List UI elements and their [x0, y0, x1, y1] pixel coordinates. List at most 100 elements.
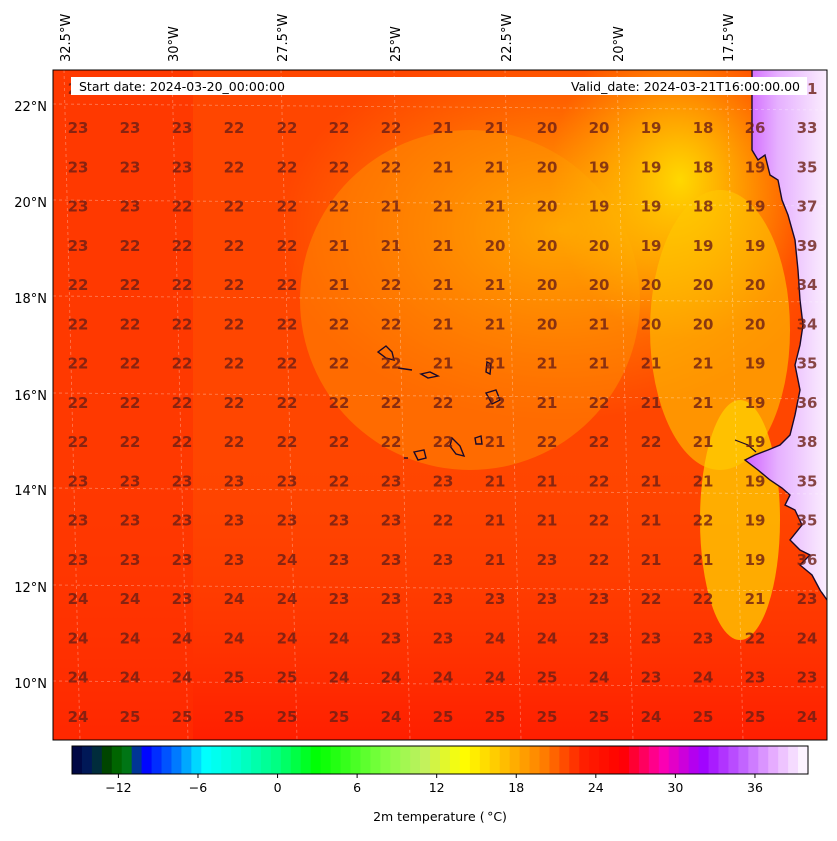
value-label: 22 — [224, 237, 245, 255]
value-label: 19 — [745, 355, 766, 373]
value-label: 22 — [329, 433, 350, 451]
colorbar-swatch — [360, 746, 371, 774]
value-label: 21 — [641, 512, 662, 530]
start-date-label: Start date: 2024-03-20_00:00:00 — [79, 79, 285, 94]
colorbar-swatch — [310, 746, 322, 774]
value-label: 35 — [797, 355, 818, 373]
meridian-line — [616, 70, 634, 740]
value-label: 19 — [641, 119, 662, 137]
colorbar-swatch — [270, 746, 282, 774]
value-label: 22 — [277, 433, 298, 451]
value-label: 22 — [329, 472, 350, 490]
value-label: 19 — [641, 158, 662, 176]
value-label: 34 — [797, 276, 818, 294]
colorbar-swatch — [350, 746, 362, 774]
value-label: 24 — [485, 629, 506, 647]
value-label: 22 — [172, 394, 193, 412]
value-label: 21 — [693, 355, 714, 373]
latitude-labels: 22°N 20°N 18°N 16°N 14°N 12°N 10°N — [14, 100, 47, 692]
value-label: 22 — [693, 512, 714, 530]
value-label: 22 — [641, 433, 662, 451]
colorbar-swatch — [489, 746, 501, 774]
value-label: 23 — [120, 512, 141, 530]
value-label: 22 — [172, 198, 193, 216]
colorbar: −12 −6 0 6 12 18 24 30 36 2m temperature ( °C) — [71, 745, 809, 824]
colorbar-swatch — [191, 746, 202, 774]
value-label: 23 — [277, 512, 298, 530]
latitude-label: 22°N — [14, 100, 47, 115]
value-label: 21 — [485, 355, 506, 373]
value-label: 22 — [381, 394, 402, 412]
value-label: 21 — [485, 512, 506, 530]
value-label: 37 — [797, 198, 818, 216]
value-label: 19 — [693, 237, 714, 255]
colorbar-swatch — [141, 746, 153, 774]
value-label: 22 — [381, 315, 402, 333]
value-label: 24 — [68, 669, 89, 687]
value-label: 21 — [433, 315, 454, 333]
value-label: 22 — [172, 237, 193, 255]
value-label: 25 — [537, 669, 558, 687]
value-label: 21 — [641, 472, 662, 490]
colorbar-label: 2m temperature ( °C) — [373, 809, 507, 824]
value-label: 22 — [433, 394, 454, 412]
colorbar-tick-label: 6 — [353, 780, 361, 795]
colorbar-swatch — [221, 746, 232, 774]
colorbar-swatch — [131, 746, 143, 774]
island-fogo — [412, 449, 427, 461]
colorbar-swatch — [609, 746, 620, 774]
value-label: 19 — [589, 198, 610, 216]
colorbar-swatch — [569, 746, 580, 774]
value-label: 22 — [329, 119, 350, 137]
longitude-label: 22.5°W — [500, 14, 515, 62]
colorbar-swatch — [390, 746, 401, 774]
value-label: 21 — [485, 276, 506, 294]
value-label: 22 — [381, 119, 402, 137]
value-label: 20 — [537, 158, 558, 176]
colorbar-swatch — [628, 746, 640, 774]
value-label: 24 — [277, 551, 298, 569]
value-label: 22 — [120, 433, 141, 451]
value-label: 19 — [745, 237, 766, 255]
colorbar-swatch — [549, 746, 560, 774]
value-label: 22 — [120, 315, 141, 333]
colorbar-swatch — [648, 746, 660, 774]
value-label: 22 — [277, 276, 298, 294]
value-label: 21 — [641, 355, 662, 373]
colorbar-tick-label: −12 — [105, 780, 131, 795]
colorbar-swatch — [330, 746, 342, 774]
value-label: 22 — [68, 315, 89, 333]
colorbar-frame — [71, 745, 809, 775]
value-label: 22 — [485, 394, 506, 412]
colorbar-swatch — [798, 746, 809, 774]
value-label: 20 — [745, 315, 766, 333]
colorbar-swatch — [111, 746, 123, 774]
value-label: 22 — [329, 158, 350, 176]
value-label: 24 — [485, 669, 506, 687]
value-label: 21 — [485, 551, 506, 569]
colorbar-swatch — [768, 746, 779, 774]
value-label: 22 — [381, 355, 402, 373]
value-label: 23 — [120, 119, 141, 137]
value-label: 21 — [381, 198, 402, 216]
value-label: 22 — [277, 355, 298, 373]
value-label: 21 — [537, 472, 558, 490]
value-label: 24 — [797, 629, 818, 647]
value-label: 22 — [433, 433, 454, 451]
value-label: 25 — [745, 708, 766, 726]
value-label: 22 — [589, 394, 610, 412]
colorbar-swatch — [410, 746, 421, 774]
value-label: 21 — [485, 433, 506, 451]
value-label: 24 — [224, 629, 245, 647]
coastal-yellow-strip — [650, 190, 790, 470]
colorbar-swatch — [469, 746, 481, 774]
value-label: 23 — [381, 590, 402, 608]
colorbar-tick-label: 18 — [508, 780, 524, 795]
value-label: 24 — [277, 590, 298, 608]
value-label: 20 — [745, 276, 766, 294]
value-label: 22 — [120, 276, 141, 294]
colorbar-swatch — [589, 746, 600, 774]
value-label: 21 — [641, 394, 662, 412]
